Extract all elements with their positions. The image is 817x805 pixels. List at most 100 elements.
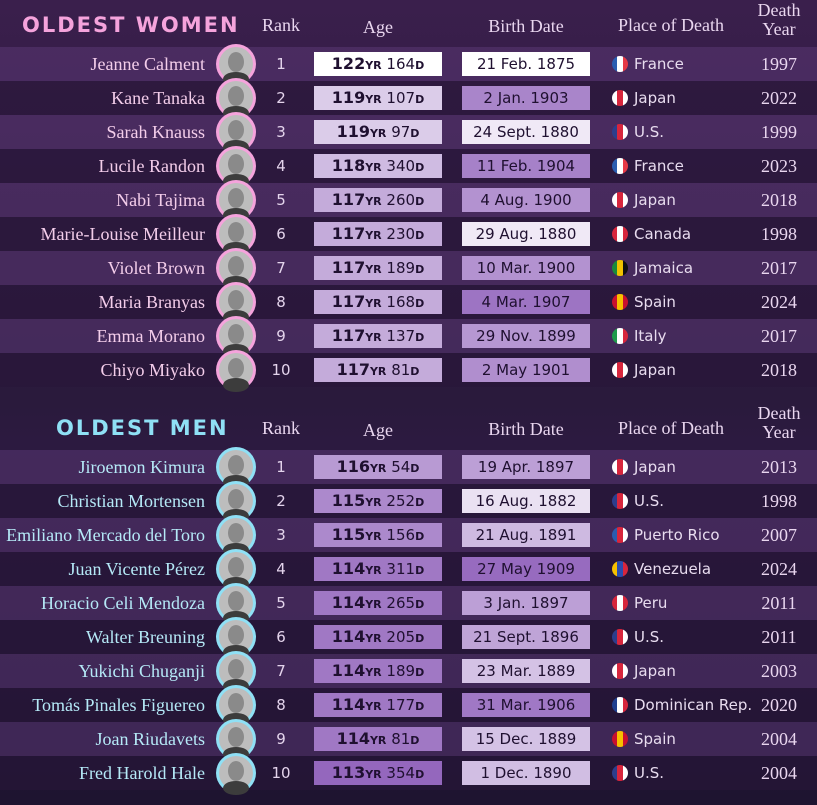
death-year: 2004 [761, 729, 797, 749]
death-year: 2024 [761, 559, 797, 579]
age-days: 137 [386, 327, 416, 345]
birth-date: 21 Feb. 1875 [462, 52, 590, 76]
death-year: 2013 [761, 457, 797, 477]
table-row: Emiliano Mercado del Toro 3 115YR 156D 21 A… [0, 515, 817, 557]
flag [612, 731, 628, 747]
age-unit: D [410, 734, 420, 747]
death-year: 2004 [761, 763, 797, 783]
place-of-death: U.S. [634, 628, 665, 646]
birth-date: 11 Feb. 1904 [462, 154, 590, 178]
age-unit: D [415, 530, 425, 543]
place-of-death: Spain [634, 293, 676, 311]
death-year: 2011 [761, 627, 797, 647]
person-name: Sarah Knauss [106, 122, 205, 142]
age-unit: YR [369, 734, 387, 747]
flag [612, 192, 628, 208]
age-years: 119 [331, 88, 366, 107]
age-unit: D [410, 462, 420, 475]
person-name: Yukichi Chuganji [78, 661, 206, 681]
age-days: 168 [386, 293, 416, 311]
age-box: 119YR 107D [314, 86, 442, 110]
age-unit: D [415, 496, 425, 509]
place-of-death: France [634, 55, 684, 73]
rank: 7 [276, 259, 286, 277]
rank: 1 [276, 458, 286, 476]
age-days: 260 [386, 191, 416, 209]
age-days: 354 [386, 764, 416, 782]
age-unit: YR [365, 331, 382, 344]
rank: 8 [276, 293, 286, 311]
age-unit: YR [365, 598, 382, 611]
birth-date: 10 Mar. 1900 [462, 256, 590, 280]
rank: 1 [276, 55, 286, 73]
age-years: 114 [331, 559, 366, 578]
death-year: 2020 [761, 695, 797, 715]
column-header: Death Year [757, 403, 801, 442]
rank: 6 [276, 628, 286, 646]
birth-date: 29 Nov. 1899 [462, 324, 590, 348]
birth-date: 27 May 1909 [462, 557, 590, 581]
age-box: 117YR 168D [314, 290, 442, 314]
rank: 9 [276, 730, 286, 748]
death-year: 2003 [761, 661, 797, 681]
age-box: 113YR 354D [314, 761, 442, 785]
place-of-death: Peru [634, 594, 668, 612]
age-box: 117YR 189D [314, 256, 442, 280]
column-header: Birth Date [488, 16, 564, 36]
age-unit: YR [365, 59, 382, 72]
age-unit: D [415, 263, 425, 276]
place-of-death: Puerto Rico [634, 526, 720, 544]
age-unit: YR [365, 297, 382, 310]
birth-date: 4 Aug. 1900 [462, 188, 590, 212]
rank: 7 [276, 662, 286, 680]
birth-date: 23 Mar. 1889 [462, 659, 590, 683]
death-year: 2022 [761, 88, 797, 108]
flag [612, 226, 628, 242]
person-name: Nabi Tajima [116, 190, 205, 210]
death-year: 1998 [761, 224, 797, 244]
birth-date: 15 Dec. 1889 [462, 727, 590, 751]
age-unit: D [415, 768, 425, 781]
table-row: Marie-Louise Meilleur 6 117YR 230D 29 Aug. … [0, 214, 817, 256]
flag [612, 697, 628, 713]
death-year: 1997 [761, 54, 797, 74]
age-years: 114 [331, 695, 366, 714]
person-name: Emiliano Mercado del Toro [6, 525, 205, 545]
age-box: 114YR 311D [314, 557, 442, 581]
age-unit: D [410, 127, 420, 140]
birth-date: 3 Jan. 1897 [462, 591, 590, 615]
age-box: 114YR 205D [314, 625, 442, 649]
birth-date: 31 Mar. 1906 [462, 693, 590, 717]
rank: 5 [276, 191, 286, 209]
portrait [216, 350, 256, 392]
death-year: 2007 [761, 525, 797, 545]
table-row: Tomás Pinales Figuereo 8 114YR 177D 31 Mar.… [0, 685, 817, 727]
place-of-death: Jamaica [634, 259, 694, 277]
column-header: Rank [262, 15, 300, 35]
age-years: 117 [331, 292, 366, 311]
age-unit: YR [365, 632, 382, 645]
rank: 9 [276, 327, 286, 345]
age-box: 114YR 177D [314, 693, 442, 717]
age-unit: YR [365, 666, 382, 679]
place-of-death: Japan [634, 458, 676, 476]
flag [612, 663, 628, 679]
age-unit: D [415, 564, 425, 577]
portrait [216, 180, 256, 222]
age-years: 117 [331, 258, 366, 277]
age-unit: D [415, 666, 425, 679]
age-unit: YR [365, 195, 382, 208]
table-row: Jeanne Calment 1 122YR 164D 21 Feb. 1875 Fra… [0, 44, 817, 86]
person-name: Kane Tanaka [111, 88, 205, 108]
flag [612, 362, 628, 378]
age-years: 118 [331, 156, 366, 175]
portrait [216, 447, 256, 489]
person-name: Walter Breuning [85, 627, 205, 647]
age-years: 115 [331, 491, 366, 510]
person-name: Horacio Celi Mendoza [41, 593, 205, 613]
place-of-death: Dominican Rep. [634, 696, 753, 714]
age-years: 117 [331, 224, 366, 243]
age-years: 117 [331, 326, 366, 345]
birth-date: 21 Aug. 1891 [462, 523, 590, 547]
rank: 8 [276, 696, 286, 714]
